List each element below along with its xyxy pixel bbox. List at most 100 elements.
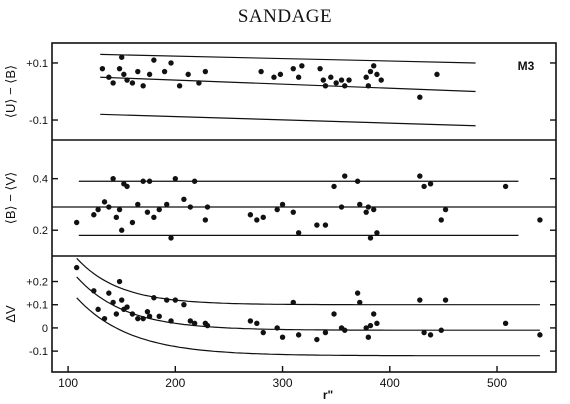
data-point	[374, 230, 380, 236]
data-point	[129, 311, 136, 317]
data-point	[129, 80, 136, 86]
data-point	[338, 204, 345, 210]
data-point	[338, 77, 345, 83]
data-point	[168, 318, 174, 324]
data-point	[295, 230, 302, 236]
data-point	[119, 297, 125, 303]
data-point	[161, 68, 168, 75]
data-point	[101, 315, 108, 322]
y-axis-label: ΔV	[3, 305, 18, 323]
data-point	[322, 83, 329, 89]
data-point	[274, 325, 280, 331]
data-point	[438, 327, 444, 333]
data-point	[181, 302, 187, 308]
data-point	[314, 222, 320, 228]
data-point	[247, 212, 254, 218]
y-tick-label: +0.1	[26, 58, 48, 70]
data-point	[363, 325, 369, 331]
data-point	[187, 318, 194, 324]
data-point	[279, 334, 286, 340]
data-point	[254, 217, 260, 223]
data-point	[367, 322, 374, 329]
data-point	[176, 83, 183, 89]
data-point	[346, 77, 352, 83]
data-point	[317, 65, 323, 72]
data-point	[116, 206, 123, 213]
page-title: SANDAGE	[237, 6, 333, 27]
data-point	[106, 290, 112, 296]
data-point	[357, 299, 363, 306]
data-point	[140, 315, 146, 322]
x-tick-label: 400	[380, 376, 400, 390]
data-point	[106, 204, 112, 210]
panel-bottom	[52, 257, 556, 372]
data-point	[140, 83, 146, 89]
data-point	[204, 204, 211, 210]
data-point	[156, 313, 162, 320]
cluster-annotation: M3	[518, 59, 535, 73]
y-tick-label: 0.4	[33, 174, 48, 186]
data-point	[151, 214, 157, 221]
data-point	[371, 206, 377, 213]
data-point	[144, 209, 151, 215]
data-point	[73, 264, 80, 271]
data-point	[168, 235, 174, 241]
data-point	[417, 297, 423, 303]
data-point	[129, 219, 136, 226]
data-point	[421, 329, 427, 336]
data-point	[502, 183, 509, 190]
data-point	[342, 173, 348, 179]
data-point	[333, 80, 339, 86]
data-point	[191, 178, 198, 184]
data-point	[202, 217, 209, 223]
data-point	[144, 308, 151, 315]
data-point	[363, 209, 369, 215]
data-point	[417, 94, 423, 100]
data-point	[187, 204, 194, 210]
data-point	[254, 320, 260, 326]
data-point	[135, 315, 141, 322]
x-tick-label: 500	[487, 376, 507, 390]
data-point	[172, 175, 179, 182]
data-point	[277, 71, 284, 78]
data-point	[260, 329, 266, 336]
data-point	[322, 329, 329, 336]
data-point	[342, 327, 348, 333]
reference-line	[100, 76, 476, 93]
panel-middle	[52, 173, 556, 241]
data-point	[151, 57, 157, 63]
data-point	[99, 65, 106, 72]
data-point	[110, 299, 116, 306]
data-point	[371, 311, 377, 317]
data-point	[354, 290, 361, 296]
data-point	[95, 206, 101, 213]
data-point	[146, 71, 153, 78]
data-point	[320, 77, 327, 83]
data-point	[164, 201, 170, 208]
x-tick-label: 300	[273, 376, 293, 390]
data-point	[365, 83, 372, 89]
data-point	[91, 288, 97, 294]
data-point	[168, 60, 174, 66]
data-point	[299, 63, 305, 69]
data-point	[196, 80, 202, 86]
data-point	[116, 278, 123, 285]
data-point	[116, 65, 123, 72]
data-point	[417, 173, 423, 179]
data-point	[121, 71, 127, 78]
data-point	[502, 320, 509, 326]
data-point	[434, 71, 440, 78]
y-tick-label: 0.2	[33, 225, 48, 237]
data-point	[427, 332, 434, 338]
data-point	[357, 201, 363, 208]
data-point	[371, 63, 377, 69]
chart-labels: +0.1 -0.1 ⟨U⟩ − ⟨B⟩ M3 0.4 0.2 ⟨B⟩ − ⟨V⟩ +0.2 +0…	[3, 58, 535, 402]
envelope-curve	[76, 297, 540, 357]
data-point	[110, 80, 116, 86]
data-point	[342, 83, 348, 89]
data-point	[290, 65, 296, 72]
data-point	[374, 71, 380, 78]
data-point	[271, 74, 277, 80]
data-point	[202, 68, 209, 75]
